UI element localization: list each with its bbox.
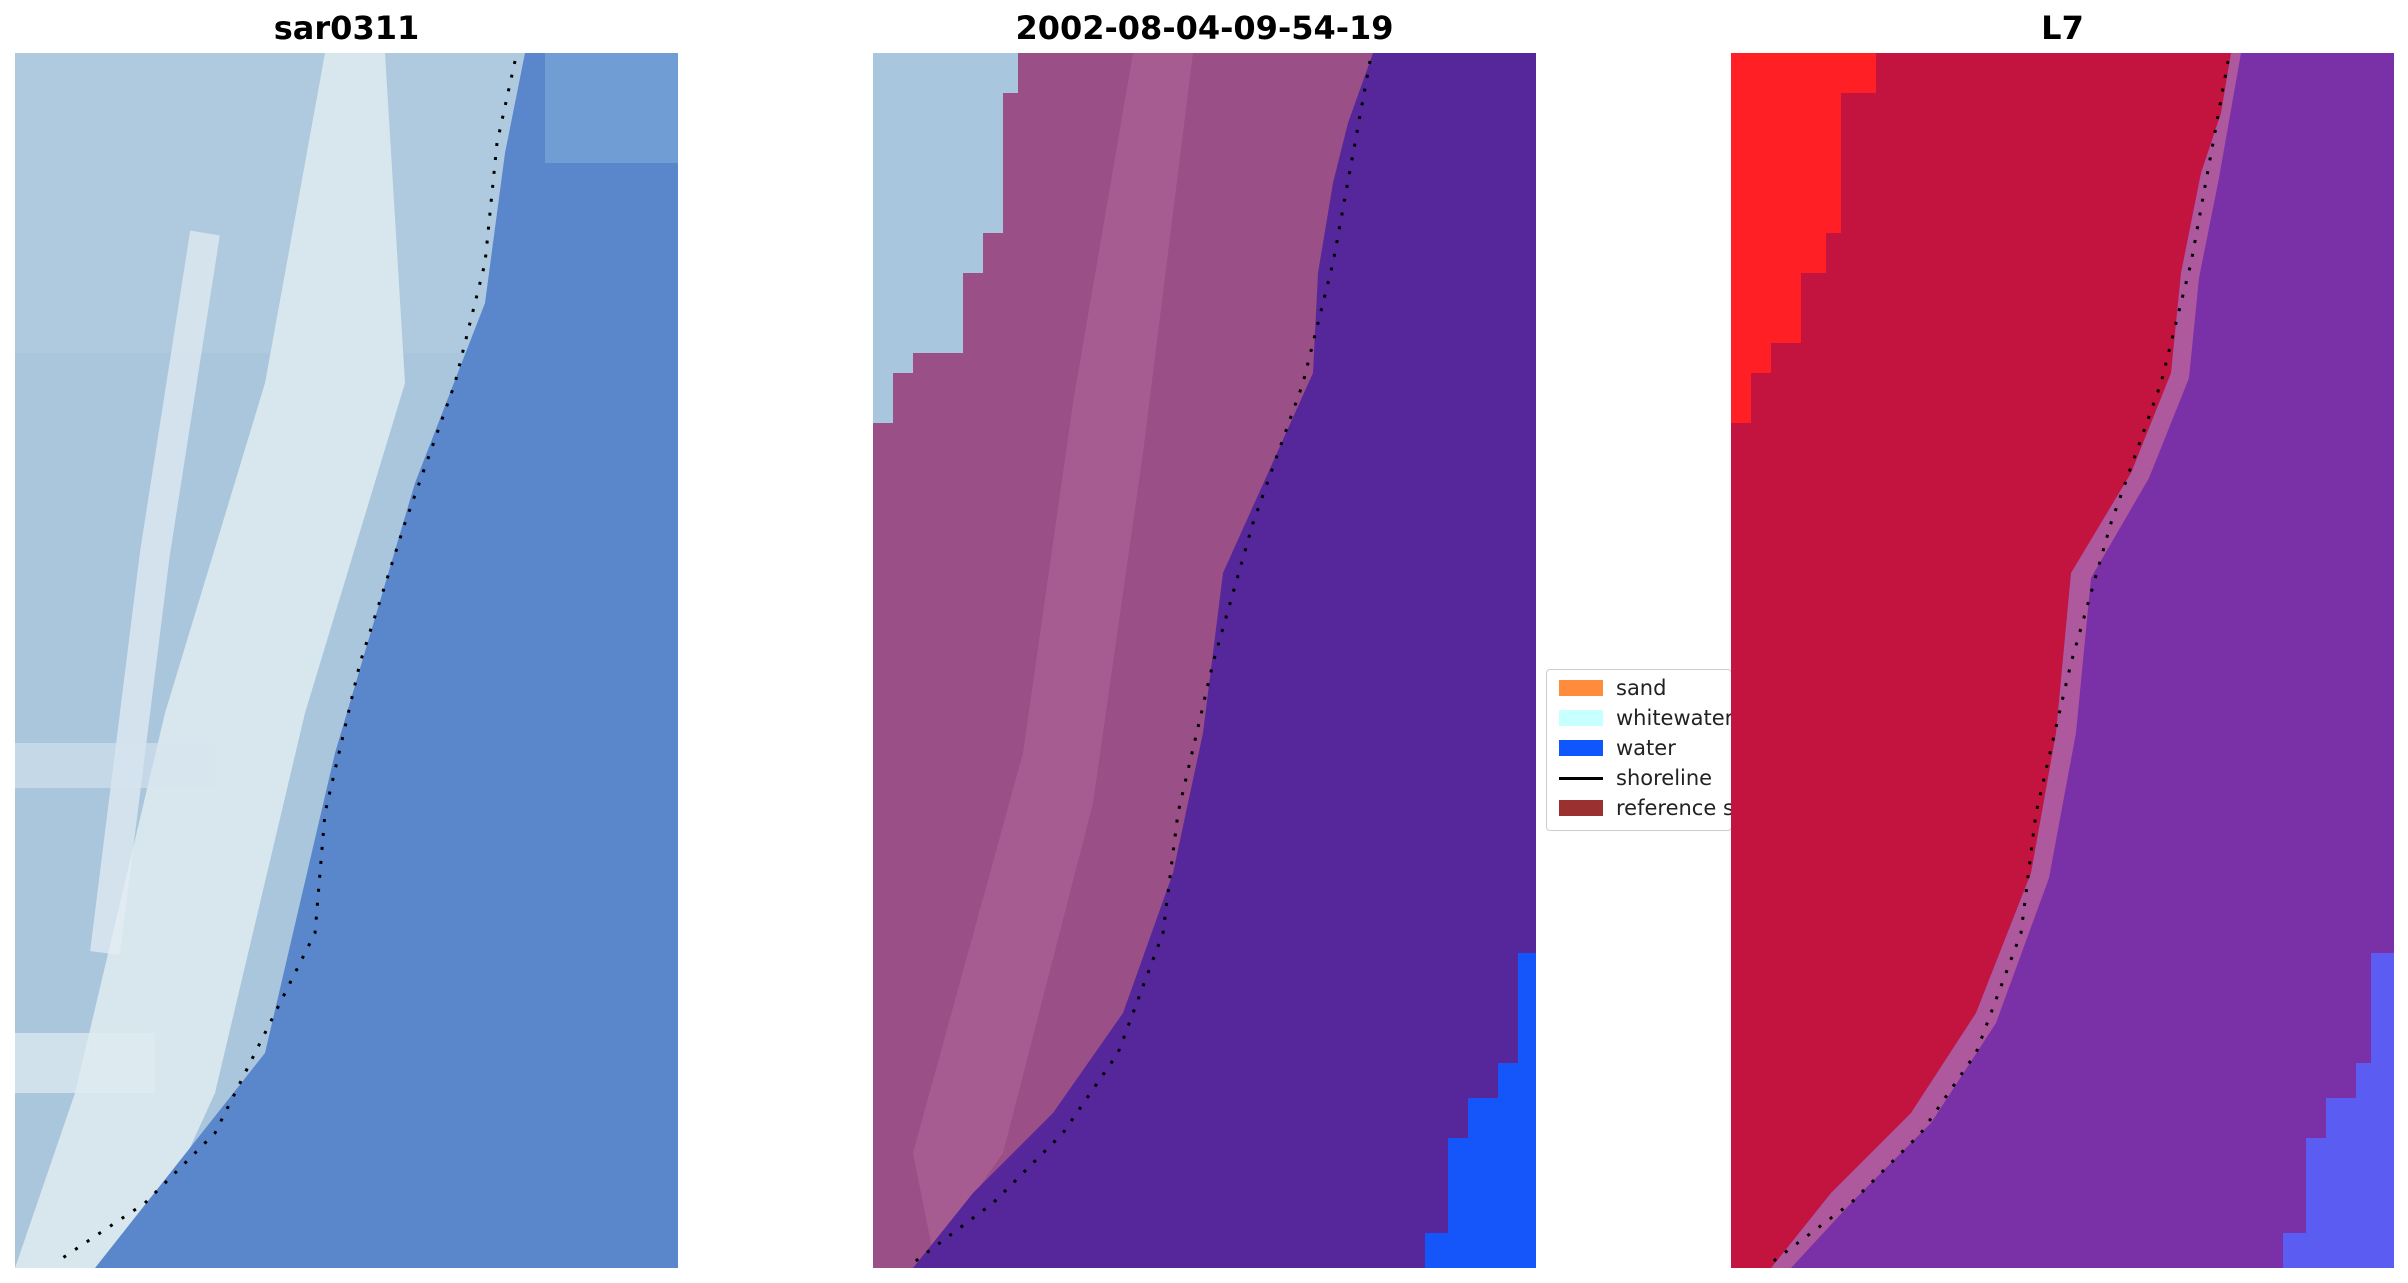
legend: sand whitewater water shoreline referenc…	[1546, 669, 1732, 831]
legend-item-shoreline: shoreline	[1553, 762, 1731, 790]
legend-swatch-reference	[1559, 800, 1603, 816]
legend-item-reference-shoreline: reference shoreline	[1553, 792, 1731, 820]
panel-title-sar0311: sar0311	[273, 9, 420, 47]
classification-panel	[873, 53, 1536, 1268]
legend-item-whitewater: whitewater	[1553, 702, 1732, 730]
legend-item-water: water	[1553, 732, 1731, 760]
l7-image-panel	[1731, 53, 2394, 1268]
legend-label-sand: sand	[1616, 676, 1667, 700]
legend-line-shoreline	[1559, 777, 1603, 780]
rgb-image	[15, 53, 678, 1268]
panel-title-date: 2002-08-04-09-54-19	[1015, 9, 1394, 47]
legend-label-water: water	[1616, 736, 1676, 760]
classification-image	[873, 53, 1536, 1268]
legend-swatch-whitewater	[1559, 710, 1603, 726]
legend-swatch-water	[1559, 740, 1603, 756]
rgb-image-panel	[15, 53, 678, 1268]
legend-swatch-sand	[1559, 680, 1603, 696]
legend-item-sand: sand	[1553, 672, 1731, 700]
panel-title-l7: L7	[2041, 9, 2084, 47]
legend-label-reference: reference shoreline	[1616, 796, 1731, 820]
legend-label-shoreline: shoreline	[1616, 766, 1713, 790]
l7-image	[1731, 53, 2394, 1268]
legend-label-whitewater: whitewater	[1616, 706, 1732, 730]
